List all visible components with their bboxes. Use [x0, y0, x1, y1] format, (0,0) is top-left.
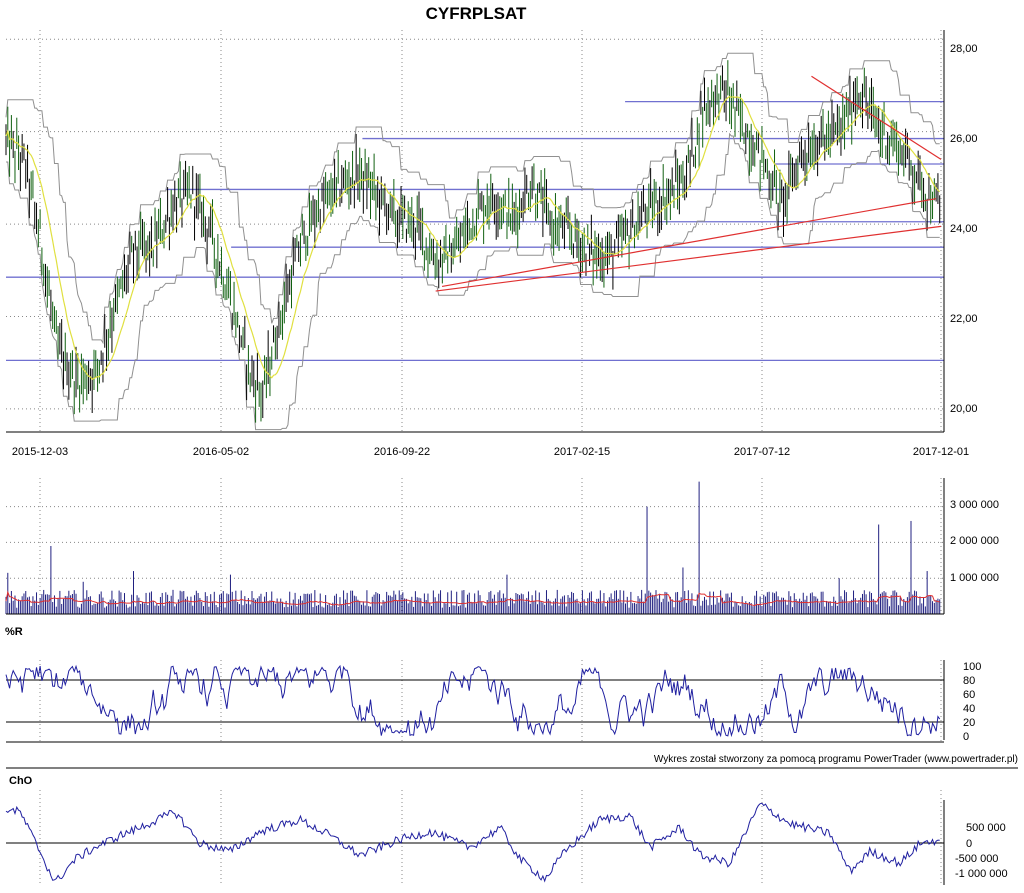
williams-panel: %R 0 20 40 60 80 100 — [5, 626, 981, 743]
williams-line — [5, 664, 941, 738]
williams-series-line — [5, 664, 941, 738]
trend-lines — [435, 75, 942, 292]
williams-grid — [39, 660, 942, 742]
channel-lower — [6, 132, 940, 431]
x-tick-label: 2016-05-02 — [193, 446, 249, 458]
trend-line — [441, 198, 936, 288]
y-tick-label: 0 — [966, 838, 972, 850]
x-tick-label: 2015-12-03 — [12, 446, 68, 458]
chaikin-series-line — [5, 802, 940, 883]
moving-average-line — [5, 95, 941, 380]
y-tick-label: 0 — [963, 731, 969, 743]
y-tick-label: -1 000 000 — [955, 868, 1008, 880]
trend-line — [811, 75, 942, 160]
y-tick-label: 40 — [963, 703, 975, 715]
y-tick-label: 20 — [963, 717, 975, 729]
chaikin-grid — [39, 790, 942, 885]
moving-average — [5, 95, 941, 380]
credit-text: Wykres został stworzony za pomocą progra… — [654, 754, 1018, 765]
y-tick-label: 20,00 — [950, 403, 978, 415]
y-tick-label: 26,00 — [950, 133, 978, 145]
y-tick-label: 100 — [963, 661, 981, 673]
y-tick-label: 80 — [963, 675, 975, 687]
price-bars — [5, 60, 941, 423]
williams-label: %R — [5, 626, 23, 638]
support-resistance-lines — [6, 100, 944, 362]
y-tick-label: 500 000 — [966, 822, 1006, 834]
x-tick-label: 2016-09-22 — [374, 446, 430, 458]
y-tick-label: 22,00 — [950, 313, 978, 325]
price-grid — [6, 30, 944, 432]
y-tick-label: 3 000 000 — [950, 499, 999, 511]
price-panel: CYFRPLSAT 20,00 22,00 24,00 26,00 28,00 … — [5, 4, 978, 458]
channel-upper — [5, 52, 940, 345]
chaikin-panel: ChO 500 000 0 -500 000 -1 000 000 — [5, 775, 1008, 885]
volume-average-line — [5, 590, 940, 606]
y-tick-label: 24,00 — [950, 223, 978, 235]
y-tick-label: -500 000 — [955, 853, 998, 865]
price-x-ticks: 2015-12-03 2016-05-02 2016-09-22 2017-02… — [12, 446, 969, 458]
chart-title: CYFRPLSAT — [426, 4, 527, 23]
price-y-ticks: 20,00 22,00 24,00 26,00 28,00 — [950, 43, 978, 415]
x-tick-label: 2017-07-12 — [734, 446, 790, 458]
volume-panel: 1 000 000 2 000 000 3 000 000 — [5, 478, 999, 615]
volume-grid — [6, 478, 944, 614]
y-tick-label: 28,00 — [950, 43, 978, 55]
chaikin-label: ChO — [9, 775, 33, 787]
x-tick-label: 2017-12-01 — [913, 446, 969, 458]
y-tick-label: 60 — [963, 689, 975, 701]
volume-bars — [5, 481, 941, 614]
chaikin-line — [5, 802, 940, 883]
y-tick-label: 1 000 000 — [950, 572, 999, 584]
x-tick-label: 2017-02-15 — [554, 446, 610, 458]
volume-average — [5, 590, 940, 606]
y-tick-label: 2 000 000 — [950, 535, 999, 547]
trend-line — [435, 225, 942, 292]
